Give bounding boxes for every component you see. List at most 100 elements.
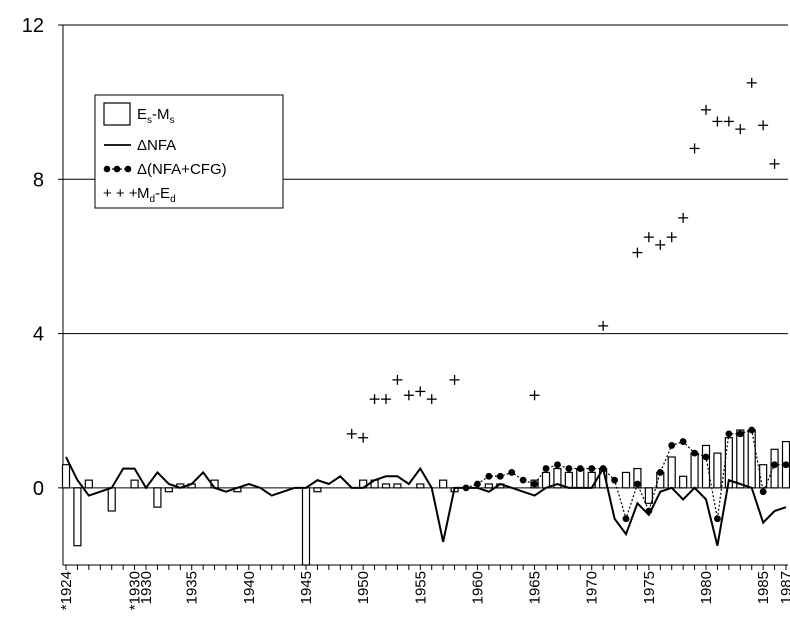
point-md-ed [666, 232, 677, 243]
bar-es-ms [130, 479, 139, 489]
point-dnfa-cfg [588, 465, 596, 472]
y-tick-label: 12 [22, 15, 44, 37]
legend-label-dnfa: ΔNFA [137, 137, 176, 154]
bar-es-ms [73, 487, 82, 547]
point-dnfa-cfg [634, 480, 641, 488]
bar-es-ms [393, 483, 402, 489]
x-tick-label: 1945 [298, 571, 315, 604]
point-md-ed [689, 143, 700, 154]
bar-es-ms [541, 471, 551, 489]
point-dnfa-cfg [462, 484, 470, 492]
bar-es-ms [313, 487, 322, 493]
point-dnfa-cfg [771, 461, 778, 469]
point-dnfa-cfg [679, 438, 687, 445]
x-tick-label: 1965 [527, 571, 544, 604]
point-md-ed [381, 394, 391, 405]
legend-label-es-ms: Es-Ms [137, 106, 175, 126]
point-md-ed [426, 394, 437, 405]
point-md-ed [746, 77, 757, 88]
bar-es-ms [621, 471, 631, 489]
x-tick-label: 1980 [698, 571, 715, 604]
bar-es-ms [107, 487, 116, 512]
point-md-ed [758, 120, 769, 131]
bar-es-ms [713, 452, 722, 489]
point-md-ed [415, 386, 426, 397]
bar-es-ms [633, 467, 642, 489]
legend-swatch-dot [113, 165, 121, 173]
point-md-ed [369, 394, 380, 405]
point-dnfa-cfg [474, 480, 481, 488]
x-tick-label: 1950 [355, 571, 372, 604]
bar-es-ms [553, 467, 562, 489]
point-dnfa-cfg [531, 480, 538, 488]
point-dnfa-cfg [702, 453, 710, 461]
legend-item-dnfa-cfg: Δ(NFA+CFG) [103, 161, 227, 178]
point-dnfa-cfg [496, 472, 504, 480]
point-dnfa-cfg [725, 430, 733, 438]
legend-item-es-ms: Es-Ms [103, 102, 175, 126]
point-dnfa-cfg [748, 426, 756, 434]
y-tick-labels: 0 4 8 12 [22, 15, 44, 500]
point-md-ed [701, 104, 711, 115]
bar-es-ms [690, 452, 699, 489]
point-dnfa-cfg [554, 461, 561, 469]
bar-es-ms [164, 487, 173, 493]
bar-es-ms [679, 475, 688, 489]
legend-swatch-bar [103, 102, 131, 126]
point-dnfa-cfg [691, 449, 698, 457]
point-md-ed [632, 247, 643, 258]
lines [65, 426, 790, 546]
bar-es-ms [84, 479, 93, 489]
bar-es-ms [667, 456, 676, 489]
point-dnfa-cfg [576, 465, 584, 472]
point-md-ed [358, 432, 369, 443]
point-dnfa-cfg [508, 469, 516, 476]
line-dnfa [65, 456, 787, 546]
point-dnfa-cfg [736, 430, 744, 438]
point-dnfa-cfg [656, 469, 664, 476]
point-md-ed [449, 374, 460, 385]
bar-es-ms [484, 483, 493, 489]
legend-label-md-ed: Md-Ed [137, 185, 176, 205]
point-dnfa-cfg [622, 515, 630, 523]
bar-es-ms [381, 483, 391, 489]
x-tick-label: 1975 [641, 571, 658, 604]
y-tick-label: 4 [33, 324, 44, 346]
point-dnfa-cfg [519, 476, 527, 484]
legend-swatch-plus: + + + [103, 185, 138, 202]
x-tick-label: *1924 [58, 571, 75, 610]
point-dnfa-cfg [565, 465, 573, 472]
bar-es-ms [736, 429, 745, 489]
bar-es-ms [153, 487, 162, 508]
point-dnfa-cfg [645, 507, 653, 515]
x-tick-label: 1960 [469, 571, 486, 604]
point-md-ed [346, 428, 357, 439]
y-tick-label: 8 [33, 169, 44, 191]
point-md-ed [712, 116, 723, 127]
point-md-ed [769, 158, 780, 169]
point-md-ed [392, 374, 403, 385]
point-md-ed [598, 320, 609, 331]
x-tick-label: *1930 [127, 571, 144, 610]
point-dnfa-cfg [714, 515, 721, 523]
x-tick-label: 1987 [778, 571, 790, 604]
point-md-ed [678, 212, 689, 223]
x-tick-label: 1985 [755, 571, 772, 604]
x-tick-label: 1940 [241, 571, 258, 604]
point-md-ed [723, 116, 734, 127]
legend-swatch-dot [124, 165, 132, 173]
legend-label-dnfa-cfg: Δ(NFA+CFG) [137, 161, 227, 178]
point-md-ed [655, 239, 666, 250]
x-tick-label: 1930 [138, 571, 155, 604]
x-tick-label: 1970 [584, 571, 601, 604]
point-md-ed [735, 124, 746, 135]
points-md-ed [346, 77, 780, 443]
bar-es-ms [439, 479, 448, 489]
y-tick-label: 0 [33, 478, 44, 500]
bar-es-ms [416, 483, 425, 489]
point-dnfa-cfg [782, 461, 790, 469]
bar-es-ms [770, 448, 779, 489]
bar-es-ms [564, 471, 573, 489]
